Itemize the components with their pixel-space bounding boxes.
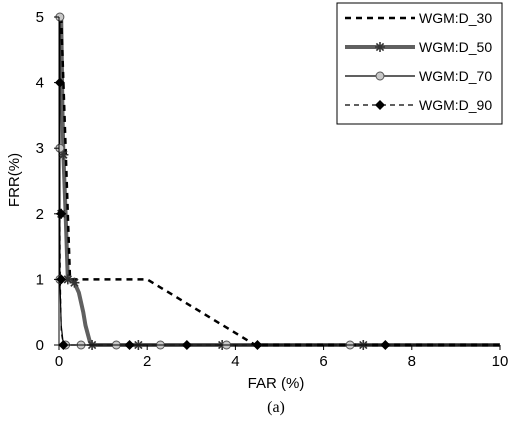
x-tick-label: 10 [492, 353, 509, 370]
data-point-wgm-d-50 [69, 277, 80, 288]
legend-label: WGM:D_70 [419, 68, 492, 84]
legend-label: WGM:D_50 [419, 39, 492, 55]
y-tick-label: 0 [36, 337, 44, 354]
y-tick-label: 2 [36, 206, 44, 223]
y-tick-label: 1 [36, 271, 44, 288]
x-tick-label: 0 [55, 353, 63, 370]
data-point-wgm-d-90 [54, 77, 65, 88]
y-tick-label: 5 [36, 9, 44, 26]
x-axis-title: FAR (%) [248, 375, 305, 392]
legend-label: WGM:D_30 [419, 10, 492, 26]
legend-marker [375, 100, 385, 110]
data-point-wgm-d-50 [62, 274, 73, 285]
x-tick-label: 6 [319, 353, 327, 370]
legend-box [336, 2, 503, 125]
data-point-wgm-d-50 [58, 149, 69, 160]
x-tick-label: 4 [231, 353, 239, 370]
y-axis-title: FRR(%) [6, 153, 23, 207]
legend-marker [375, 71, 385, 81]
x-tick-label: 8 [408, 353, 416, 370]
legend-label: WGM:D_90 [419, 97, 492, 113]
y-tick-label: 3 [36, 140, 44, 157]
figure-caption: (a) [267, 399, 285, 416]
x-tick-label: 2 [143, 353, 151, 370]
axes: 0 2 4 6 8 10 0 1 2 3 4 5 [36, 9, 509, 370]
y-tick-label: 4 [36, 75, 44, 92]
legend-marker [375, 42, 385, 52]
series-line-wgm-d-30 [59, 16, 500, 347]
legend: WGM:D_30 WGM:D_50 WGM:D_70 WGM:D_90 [336, 2, 503, 125]
